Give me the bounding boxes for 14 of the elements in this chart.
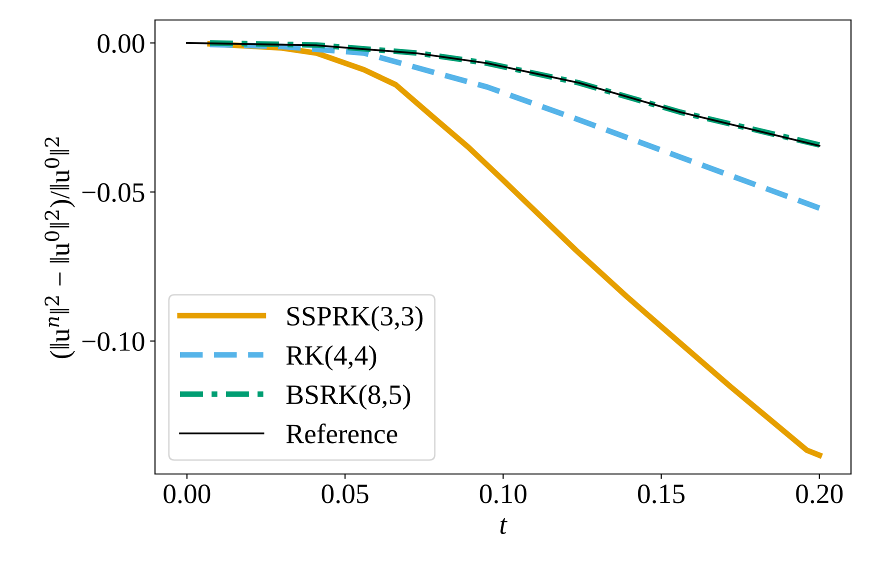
x-tick-label: 0.05 [322,484,368,504]
text: (‖u$^{n}$‖$^{2}$ − ‖u$^{0}$‖$^{2}$)/‖u$^{0}$‖$^{2}$ [44,138,76,358]
legend-label: SSPRK(3,3) [287,306,422,332]
legend-label: BSRK(8,5) [286,384,410,410]
x-tick-label: 0.10 [480,484,526,504]
legend-label: Reference [286,424,398,444]
y-tick-label: −0.10 [82,332,144,352]
x-axis-title: t [500,518,508,534]
y-tick-label: −0.05 [82,183,144,202]
y-tick-label: 0.00 [98,34,144,53]
x-tick-label: 0.00 [164,484,210,504]
x-tick-label: 0.20 [796,484,843,504]
x-tick-label: 0.15 [638,484,684,504]
legend-label: RK(4,4) [286,345,376,370]
